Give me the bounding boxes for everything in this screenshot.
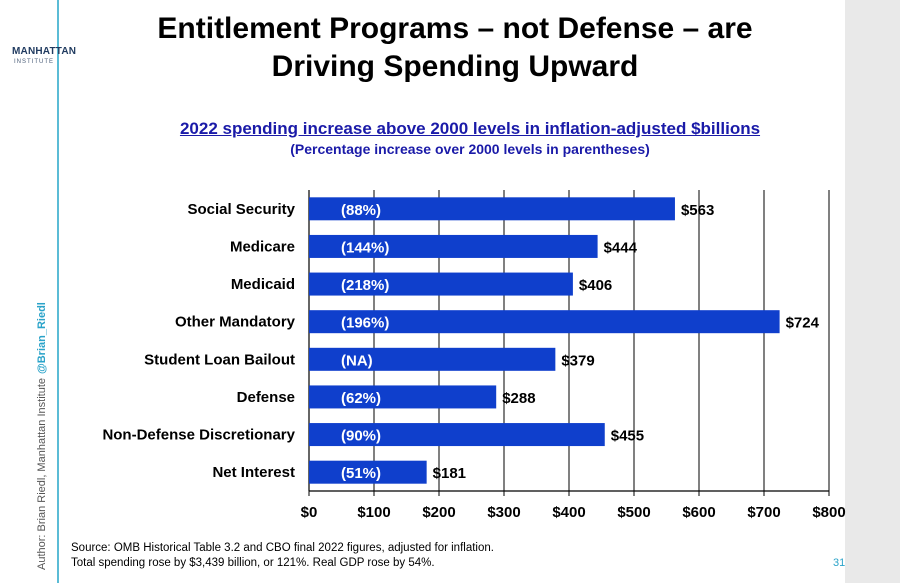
x-tick-label: $200 bbox=[422, 504, 455, 521]
value-label: $406 bbox=[579, 277, 612, 294]
percent-label: (90%) bbox=[341, 428, 381, 445]
manhattan-institute-logo: MANHATTAN INSTITUTE bbox=[12, 46, 77, 65]
percent-label: (62%) bbox=[341, 390, 381, 407]
source-line-1: Source: OMB Historical Table 3.2 and CBO… bbox=[71, 542, 494, 554]
x-tick-label: $500 bbox=[617, 504, 650, 521]
category-label: Student Loan Bailout bbox=[144, 351, 295, 368]
slide-title: Entitlement Programs – not Defense – are… bbox=[70, 10, 840, 86]
chart-subtitle: (Percentage increase over 2000 levels in… bbox=[290, 141, 650, 157]
value-label: $455 bbox=[611, 428, 644, 445]
source-note: Source: OMB Historical Table 3.2 and CBO… bbox=[71, 541, 494, 571]
value-label: $288 bbox=[502, 390, 535, 407]
bar bbox=[309, 197, 675, 221]
chart-title: 2022 spending increase above 2000 levels… bbox=[179, 119, 761, 138]
percent-label: (144%) bbox=[341, 239, 389, 256]
bar bbox=[309, 347, 556, 371]
x-tick-label: $800 bbox=[812, 504, 845, 521]
value-label: $379 bbox=[561, 352, 594, 369]
category-label: Net Interest bbox=[212, 464, 295, 481]
value-label: $724 bbox=[786, 315, 820, 332]
x-tick-label: $700 bbox=[747, 504, 780, 521]
percent-label: (218%) bbox=[341, 277, 389, 294]
percent-label: (88%) bbox=[341, 202, 381, 219]
bar bbox=[309, 310, 780, 334]
accent-rail bbox=[57, 0, 59, 583]
page-number: 31 bbox=[833, 557, 846, 569]
slide-title-line-1: Entitlement Programs – not Defense – are bbox=[157, 12, 753, 45]
value-label: $181 bbox=[433, 465, 466, 482]
category-label: Medicare bbox=[230, 238, 295, 255]
logo-sub: INSTITUTE bbox=[14, 59, 54, 65]
logo-name: MANHATTAN bbox=[12, 46, 77, 57]
x-tick-label: $300 bbox=[487, 504, 520, 521]
bar bbox=[309, 272, 573, 296]
category-label: Medicaid bbox=[231, 276, 295, 293]
bar bbox=[309, 460, 427, 484]
bar bbox=[309, 385, 497, 409]
category-label: Social Security bbox=[187, 201, 295, 218]
category-label: Defense bbox=[237, 389, 295, 406]
x-tick-label: $0 bbox=[301, 504, 318, 521]
percent-label: (NA) bbox=[341, 352, 373, 369]
category-label: Non-Defense Discretionary bbox=[102, 427, 295, 444]
x-tick-label: $600 bbox=[682, 504, 715, 521]
value-label: $444 bbox=[604, 239, 638, 256]
value-label: $563 bbox=[681, 202, 714, 219]
percent-label: (196%) bbox=[341, 315, 389, 332]
slide-title-line-2: Driving Spending Upward bbox=[271, 50, 639, 83]
bar bbox=[309, 423, 605, 447]
source-line-2: Total spending rose by $3,439 billion, o… bbox=[71, 557, 435, 569]
bar bbox=[309, 234, 598, 258]
x-tick-label: $100 bbox=[357, 504, 390, 521]
x-tick-label: $400 bbox=[552, 504, 585, 521]
category-label: Other Mandatory bbox=[175, 314, 296, 331]
percent-label: (51%) bbox=[341, 465, 381, 482]
